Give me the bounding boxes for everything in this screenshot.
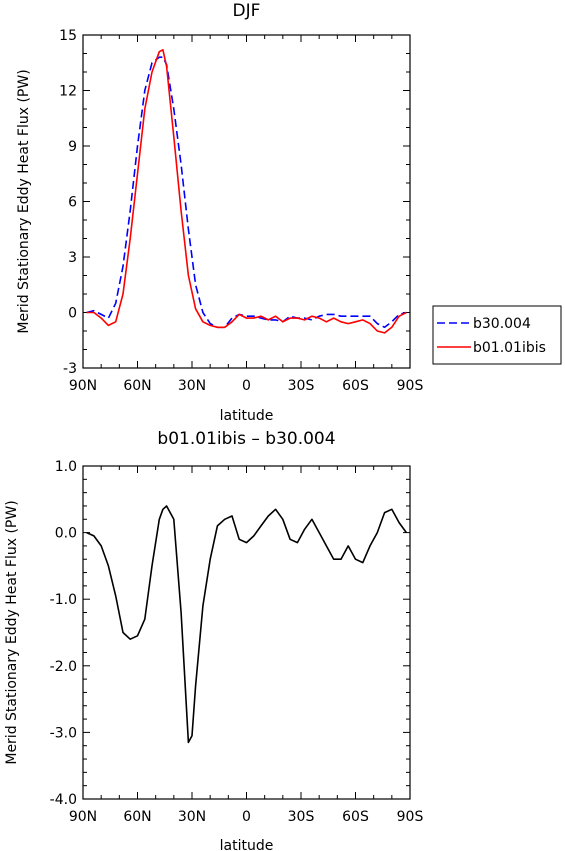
series-line-b01-01ibis bbox=[86, 48, 407, 334]
x-tick-label: 90N bbox=[69, 378, 97, 394]
y-tick-label: 6 bbox=[68, 195, 77, 211]
legend: b30.004 b01.01ibis bbox=[432, 305, 562, 365]
x-tick-label: 60S bbox=[342, 809, 369, 825]
top-chart-title: DJF bbox=[233, 1, 261, 21]
x-tick-label: 30S bbox=[288, 809, 315, 825]
x-tick-label: 60N bbox=[123, 809, 151, 825]
y-tick-label: 9 bbox=[68, 139, 77, 155]
bottom-chart: b01.01ibis – b30.004 90N 60N 30N 0 30S 60S 90S… bbox=[4, 429, 423, 851]
y-tick-label: -2.0 bbox=[50, 659, 77, 675]
top-chart-x-axis-title: latitude bbox=[220, 408, 274, 424]
bottom-chart-series bbox=[86, 505, 408, 744]
x-tick-label: 30S bbox=[288, 378, 315, 394]
y-tick-label: 3 bbox=[68, 250, 77, 266]
x-tick-label: 60N bbox=[123, 378, 151, 394]
y-tick-label: -4.0 bbox=[50, 792, 77, 808]
top-chart-y-axis-title: Merid Stationary Eddy Heat Flux (PW) bbox=[16, 69, 32, 333]
bottom-chart-plot-area bbox=[82, 465, 411, 800]
x-tick-label: 90S bbox=[397, 378, 424, 394]
bottom-chart-title: b01.01ibis – b30.004 bbox=[157, 429, 335, 449]
bottom-chart-ticks: 90N 60N 30N 0 30S 60S 90S -4.0 -3.0 -2.0 -1.0 0.0 1.… bbox=[50, 459, 424, 825]
y-tick-label: 12 bbox=[59, 84, 77, 100]
legend-label: b01.01ibis bbox=[473, 340, 546, 356]
top-chart: DJF 90N 60N 30N 0 30S 60S 90S -3 0 3 6 9 12 15 latitu… bbox=[16, 1, 562, 424]
top-chart-series bbox=[86, 48, 407, 334]
x-tick-label: 90S bbox=[397, 809, 424, 825]
y-tick-label: 0 bbox=[68, 306, 77, 322]
legend-label: b30.004 bbox=[473, 316, 531, 332]
y-tick-label: 15 bbox=[59, 28, 77, 44]
bottom-chart-y-axis-title: Merid Stationary Eddy Heat Flux (PW) bbox=[4, 500, 20, 764]
y-tick-label: 0.0 bbox=[55, 526, 77, 542]
x-tick-label: 30N bbox=[178, 378, 206, 394]
top-chart-ticks: 90N 60N 30N 0 30S 60S 90S -3 0 3 6 9 12 15 bbox=[59, 28, 423, 394]
bottom-chart-x-axis-title: latitude bbox=[220, 838, 274, 851]
series-line-difference bbox=[86, 505, 408, 744]
x-tick-label: 60S bbox=[342, 378, 369, 394]
legend-box bbox=[432, 305, 562, 365]
y-tick-label: -3.0 bbox=[50, 725, 77, 741]
y-tick-label: 1.0 bbox=[55, 459, 77, 475]
x-tick-label: 0 bbox=[242, 378, 251, 394]
x-tick-label: 30N bbox=[178, 809, 206, 825]
x-tick-label: 0 bbox=[242, 809, 251, 825]
x-tick-label: 90N bbox=[69, 809, 97, 825]
y-tick-label: -1.0 bbox=[50, 592, 77, 608]
y-tick-label: -3 bbox=[63, 361, 77, 377]
series-line-b30-004 bbox=[86, 56, 407, 329]
